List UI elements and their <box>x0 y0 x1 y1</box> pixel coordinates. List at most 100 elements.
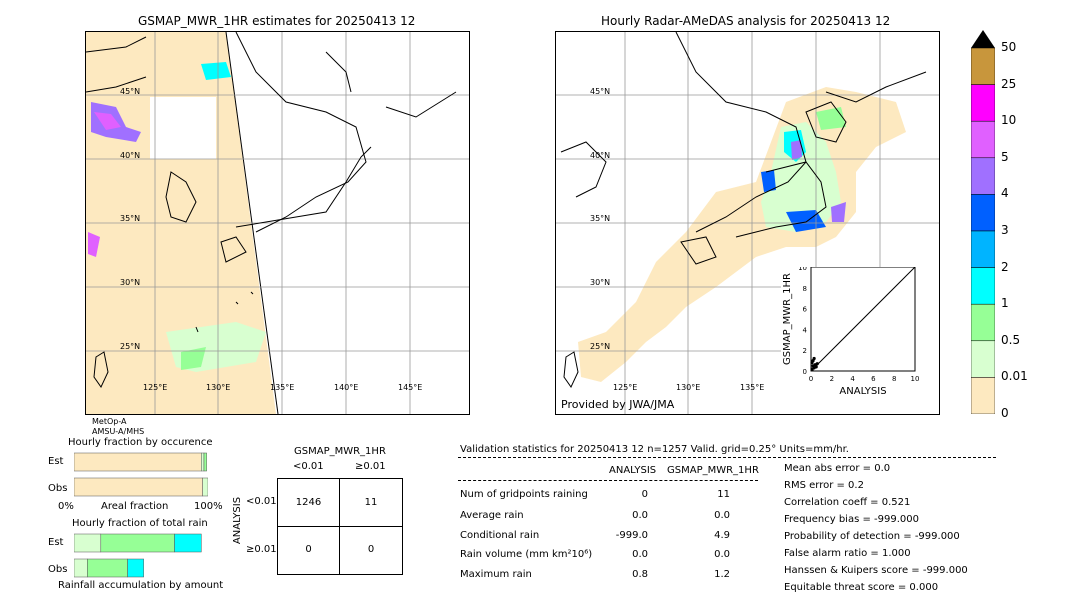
total-rain-obs-bar <box>87 558 128 578</box>
scatter-point <box>812 356 816 361</box>
lat-label-45: 45°N <box>590 87 611 96</box>
data-credit: Provided by JWA/JMA <box>561 398 675 411</box>
validation-header: Validation statistics for 20250413 12 n=… <box>460 444 849 455</box>
score-item: Equitable threat score = 0.000 <box>784 582 939 593</box>
scatter-x-tick: 8 <box>892 375 896 383</box>
total-rain-est-bar <box>100 533 175 553</box>
left-map-canvas <box>86 32 469 414</box>
lon-label-135: 135°E <box>740 383 765 392</box>
contingency-title: GSMAP_MWR_1HR <box>294 446 386 457</box>
rain-patch <box>201 62 231 80</box>
occurrence-title: Hourly fraction by occurence <box>68 437 213 448</box>
colorbar-tick-label: 10 <box>1001 113 1017 128</box>
total-rain-obs-label: Obs <box>48 564 68 575</box>
lon-label-130: 130°E <box>206 383 231 392</box>
satellite-note-2: AMSU-A/MHS <box>92 427 145 436</box>
scatter-x-tick: 6 <box>871 375 876 383</box>
lat-label-30: 30°N <box>590 278 611 287</box>
lat-label-35: 35°N <box>120 214 141 223</box>
left-map-title: GSMAP_MWR_1HR estimates for 20250413 12 <box>138 14 416 28</box>
scatter-inset: 0 0 2 2 4 4 6 6 8 8 10 10 ANALYSIS GSMAP_MWR_1HR <box>781 267 939 414</box>
left-map: 45°N 40°N 35°N 30°N 25°N 125°E 130°E 135… <box>85 31 470 415</box>
rain-patch <box>94 112 121 130</box>
colorbar-segment <box>971 340 995 378</box>
scatter-plot: 00 2 2 4 4 6 6 8 8 10 10 ANALYSIS GSMAP_MWR_1HR <box>782 267 920 397</box>
colorbar-tick-label: 0.5 <box>1001 332 1021 347</box>
occurrence-axis-mid: Areal fraction <box>101 501 169 512</box>
colorbar-tick-label: 2 <box>1001 259 1009 274</box>
colorbar-segment <box>971 84 995 122</box>
rain-patch <box>761 170 776 192</box>
scatter-y-tick: 2 <box>803 347 807 355</box>
right-map: 45°N 40°N 35°N 30°N 25°N 125°E 130°E 135… <box>555 31 940 415</box>
total-rain-obs-bar <box>127 558 144 578</box>
total-rain-footer: Rainfall accumulation by amount <box>58 580 224 591</box>
scatter-x-tick: 10 <box>911 375 920 383</box>
lon-label-145: 145°E <box>398 383 423 392</box>
score-item: Mean abs error = 0.0 <box>784 463 891 474</box>
contingency-row-axis: ANALYSIS <box>232 496 244 545</box>
lon-label-125: 125°E <box>613 383 638 392</box>
lat-label-30: 30°N <box>120 278 141 287</box>
lat-label-40: 40°N <box>590 151 611 160</box>
validation-col-analysis: ANALYSIS <box>609 465 657 476</box>
blank-region <box>150 97 216 159</box>
one-to-one-line <box>810 267 916 372</box>
scatter-y-label: GSMAP_MWR_1HR <box>782 273 793 365</box>
occurrence-obs-bar <box>74 477 203 497</box>
validation-col-divider <box>458 480 758 481</box>
validation-divider <box>458 457 996 458</box>
lat-label-25: 25°N <box>120 342 141 351</box>
scatter-y-tick: 4 <box>803 326 808 334</box>
satellite-note-1: MetOp-A <box>92 417 127 426</box>
contingency-grid: 1246 11 0 0 <box>277 478 403 575</box>
scatter-y-tick: 0 <box>803 368 807 376</box>
score-item: Probability of detection = -999.000 <box>784 531 960 542</box>
lon-label-135: 135°E <box>270 383 295 392</box>
score-item: Correlation coeff = 0.521 <box>784 497 911 508</box>
total-rain-obs-bar <box>74 558 88 578</box>
rain-patch <box>791 140 802 160</box>
rain-patch <box>88 232 100 257</box>
occurrence-chart <box>74 452 208 497</box>
rain-patch <box>831 202 846 222</box>
colorbar-tick-label: 0 <box>1001 406 1009 420</box>
total-rain-est-bar <box>74 533 102 553</box>
colorbar-tick-label: 25 <box>1001 76 1017 91</box>
occurrence-est-bar <box>203 452 207 472</box>
colorbar-tick-label: 4 <box>1001 186 1009 201</box>
validation-col-gsmap: GSMAP_MWR_1HR <box>667 465 759 476</box>
scatter-x-label: ANALYSIS <box>839 386 886 397</box>
lon-label-130: 130°E <box>676 383 701 392</box>
rain-patch <box>761 122 841 232</box>
colorbar <box>971 30 995 414</box>
colorbar-canvas <box>971 30 995 414</box>
total-rain-title: Hourly fraction of total rain <box>72 518 208 529</box>
right-map-title: Hourly Radar-AMeDAS analysis for 2025041… <box>601 14 891 28</box>
colorbar-segment <box>971 303 995 342</box>
occurrence-est-label: Est <box>48 456 64 467</box>
total-rain-est-label: Est <box>48 537 64 548</box>
colorbar-tick-label: 3 <box>1001 223 1009 237</box>
occurrence-axis-right: 100% <box>194 501 223 512</box>
scatter-point <box>814 365 818 369</box>
score-item: RMS error = 0.2 <box>784 480 864 491</box>
total-rain-chart <box>74 533 202 578</box>
occurrence-obs-label: Obs <box>48 483 68 494</box>
colorbar-tick-label: 1 <box>1001 296 1009 311</box>
colorbar-segment <box>971 267 995 305</box>
lat-label-35: 35°N <box>590 214 611 223</box>
occurrence-est-bar <box>201 452 205 472</box>
lat-label-40: 40°N <box>120 151 141 160</box>
score-item: Hanssen & Kuipers score = -999.000 <box>784 565 968 576</box>
contingency-col-ge: ≥0.01 <box>355 461 386 472</box>
rain-patch <box>181 347 206 370</box>
scatter-y-tick: 8 <box>803 285 807 293</box>
scatter-x-tick: 4 <box>850 375 855 383</box>
colorbar-extend-arrow <box>971 30 995 48</box>
score-item: Frequency bias = -999.000 <box>784 514 919 525</box>
colorbar-segment <box>971 47 995 85</box>
scatter-y-tick: 10 <box>798 267 807 272</box>
colorbar-segment <box>971 194 995 232</box>
contingency-row-lt: <0.01 <box>246 496 277 507</box>
